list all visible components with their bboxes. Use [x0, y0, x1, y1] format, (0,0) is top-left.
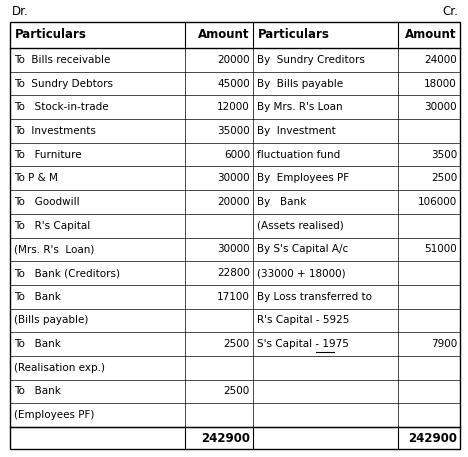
Text: 2500: 2500	[431, 173, 457, 183]
Text: 12000: 12000	[217, 102, 250, 112]
Text: (33000 + 18000): (33000 + 18000)	[257, 268, 346, 278]
Text: To   Bank: To Bank	[14, 339, 61, 349]
Text: 242900: 242900	[201, 431, 250, 445]
Text: (Mrs. R's  Loan): (Mrs. R's Loan)	[14, 244, 95, 255]
Text: By  Employees PF: By Employees PF	[257, 173, 349, 183]
Text: Cr.: Cr.	[442, 5, 458, 18]
Text: 2500: 2500	[224, 339, 250, 349]
Text: To   Bank: To Bank	[14, 387, 61, 397]
Text: (Assets realised): (Assets realised)	[257, 221, 344, 231]
Text: 22800: 22800	[217, 268, 250, 278]
Text: R's Capital - 5925: R's Capital - 5925	[257, 315, 350, 325]
Text: To   Stock-in-trade: To Stock-in-trade	[14, 102, 109, 112]
Text: 20000: 20000	[217, 55, 250, 65]
Text: 242900: 242900	[408, 431, 457, 445]
Text: To   R's Capital: To R's Capital	[14, 221, 90, 231]
Text: 2500: 2500	[224, 387, 250, 397]
Text: (Realisation exp.): (Realisation exp.)	[14, 363, 105, 373]
Text: Amount: Amount	[404, 28, 456, 42]
Text: To   Bank (Creditors): To Bank (Creditors)	[14, 268, 120, 278]
Text: To   Bank: To Bank	[14, 292, 61, 302]
Text: 7900: 7900	[431, 339, 457, 349]
Text: By  Investment: By Investment	[257, 126, 336, 136]
Text: Dr.: Dr.	[12, 5, 29, 18]
Text: fluctuation fund: fluctuation fund	[257, 149, 340, 159]
Text: 20000: 20000	[217, 197, 250, 207]
Text: By  Sundry Creditors: By Sundry Creditors	[257, 55, 365, 65]
Text: By  Bills payable: By Bills payable	[257, 79, 343, 89]
Text: By Mrs. R's Loan: By Mrs. R's Loan	[257, 102, 343, 112]
Text: 18000: 18000	[424, 79, 457, 89]
Text: 24000: 24000	[424, 55, 457, 65]
Text: To  Sundry Debtors: To Sundry Debtors	[14, 79, 113, 89]
Text: (Employees PF): (Employees PF)	[14, 410, 95, 420]
Text: 30000: 30000	[217, 173, 250, 183]
Text: S's Capital - 1975: S's Capital - 1975	[257, 339, 349, 349]
Text: 17100: 17100	[217, 292, 250, 302]
Text: By   Bank: By Bank	[257, 197, 306, 207]
Text: Amount: Amount	[197, 28, 249, 42]
Text: To  Investments: To Investments	[14, 126, 96, 136]
Text: To  Bills receivable: To Bills receivable	[14, 55, 110, 65]
Text: To   Furniture: To Furniture	[14, 149, 81, 159]
Text: By Loss transferred to: By Loss transferred to	[257, 292, 372, 302]
Text: 51000: 51000	[424, 244, 457, 255]
Text: 35000: 35000	[217, 126, 250, 136]
Text: Particulars: Particulars	[258, 28, 330, 42]
Text: To   Goodwill: To Goodwill	[14, 197, 80, 207]
Text: Particulars: Particulars	[15, 28, 87, 42]
Text: 106000: 106000	[418, 197, 457, 207]
Text: 30000: 30000	[217, 244, 250, 255]
Text: 3500: 3500	[431, 149, 457, 159]
Text: To P & M: To P & M	[14, 173, 58, 183]
Text: 6000: 6000	[224, 149, 250, 159]
Text: 30000: 30000	[424, 102, 457, 112]
Text: 45000: 45000	[217, 79, 250, 89]
Text: (Bills payable): (Bills payable)	[14, 315, 88, 325]
Text: By S's Capital A/c: By S's Capital A/c	[257, 244, 348, 255]
